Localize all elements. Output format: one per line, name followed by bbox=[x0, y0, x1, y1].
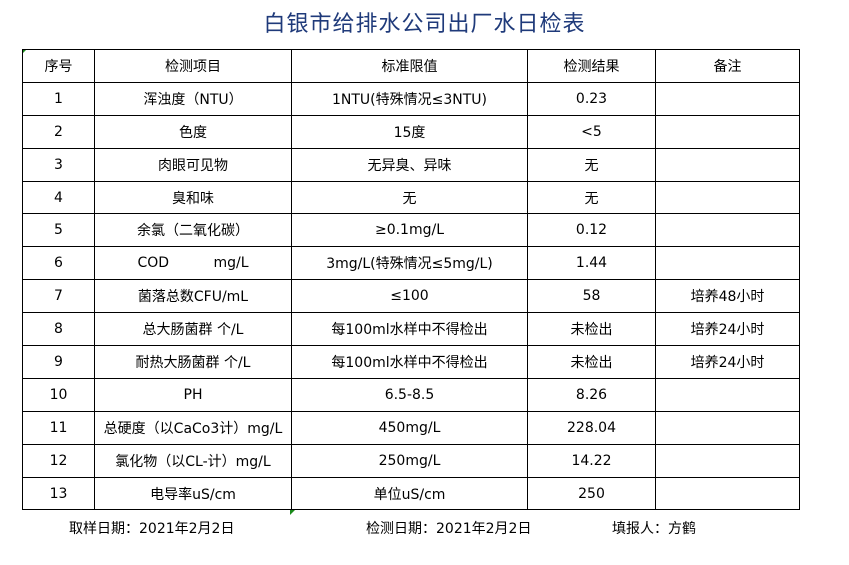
table-cell bbox=[655, 147, 800, 182]
table-cell: 7 bbox=[22, 279, 95, 314]
table-cell: 电导率uS/cm bbox=[94, 476, 292, 511]
table-cell bbox=[655, 443, 800, 478]
table-cell: 6.5-8.5 bbox=[291, 377, 528, 412]
table-cell: <5 bbox=[527, 114, 656, 149]
table-cell: 耐热大肠菌群 个/L bbox=[94, 345, 292, 379]
table-cell: 培养24小时 bbox=[655, 312, 800, 347]
table-cell: 无 bbox=[527, 180, 656, 215]
table-row: 5 余氯（二氧化碳） ≥0.1mg/L 0.12 bbox=[22, 213, 800, 248]
table-cell: 总大肠菌群 个/L bbox=[94, 312, 292, 347]
table-row: 13 电导率uS/cm 单位uS/cm 250 bbox=[22, 476, 800, 511]
table-cell: 3mg/L(特殊情况≤5mg/L) bbox=[291, 246, 528, 281]
table-cell: 未检出 bbox=[527, 345, 656, 379]
table-cell: 总硬度（以CaCo3计）mg/L bbox=[94, 410, 292, 445]
table-cell: 培养24小时 bbox=[655, 345, 800, 379]
table-cell: 12 bbox=[22, 443, 95, 478]
table-cell: 无 bbox=[527, 147, 656, 182]
testing-date: 检测日期：2021年2月2日 bbox=[366, 521, 532, 537]
inspection-table: 序号 检测项目 标准限值 检测结果 备注 1 浑浊度（NTU） 1NTU(特殊情况≤3NTU… bbox=[22, 49, 800, 511]
table-cell bbox=[655, 246, 800, 281]
table-cell: 色度 bbox=[94, 114, 292, 149]
table-cell: 250 bbox=[527, 476, 656, 511]
table-row: 10 PH 6.5-8.5 8.26 bbox=[22, 377, 800, 412]
table-cell: 臭和味 bbox=[94, 180, 292, 215]
table-header-row: 序号 检测项目 标准限值 检测结果 备注 bbox=[22, 49, 800, 83]
column-header: 备注 bbox=[655, 49, 800, 83]
table-cell: 10 bbox=[22, 377, 95, 412]
table-cell: 3 bbox=[22, 147, 95, 182]
table-cell: 15度 bbox=[291, 114, 528, 149]
column-header: 检测结果 bbox=[527, 49, 656, 83]
column-header: 标准限值 bbox=[291, 49, 528, 83]
table-cell: 0.12 bbox=[527, 213, 656, 248]
table-cell: 无 bbox=[291, 180, 528, 215]
column-header: 序号 bbox=[22, 49, 95, 83]
table-cell bbox=[655, 377, 800, 412]
cell-marker bbox=[290, 510, 295, 515]
table-cell: 0.23 bbox=[527, 81, 656, 116]
table-cell bbox=[655, 476, 800, 511]
table-cell: 每100ml水样中不得检出 bbox=[291, 345, 528, 379]
table-row: 7 菌落总数CFU/mL ≤100 58 培养48小时 bbox=[22, 279, 800, 314]
table-cell: 肉眼可见物 bbox=[94, 147, 292, 182]
table-cell: 8 bbox=[22, 312, 95, 347]
table-row: 8 总大肠菌群 个/L 每100ml水样中不得检出 未检出 培养24小时 bbox=[22, 312, 800, 347]
table-row: 2 色度 15度 <5 bbox=[22, 114, 800, 149]
table-cell: 1NTU(特殊情况≤3NTU) bbox=[291, 81, 528, 116]
table-cell bbox=[655, 410, 800, 445]
table-cell: 58 bbox=[527, 279, 656, 314]
table-row: 6 COD mg/L 3mg/L(特殊情况≤5mg/L) 1.44 bbox=[22, 246, 800, 281]
table-cell: 13 bbox=[22, 476, 95, 511]
table-cell: 14.22 bbox=[527, 443, 656, 478]
reporter: 填报人：方鹤 bbox=[612, 521, 696, 537]
table-cell: 450mg/L bbox=[291, 410, 528, 445]
table-cell: 培养48小时 bbox=[655, 279, 800, 314]
table-cell: COD mg/L bbox=[94, 246, 292, 281]
table-cell: ≤100 bbox=[291, 279, 528, 314]
table-cell: 未检出 bbox=[527, 312, 656, 347]
page-title: 白银市给排水公司出厂水日检表 bbox=[263, 12, 586, 37]
table-cell: 菌落总数CFU/mL bbox=[94, 279, 292, 314]
table-cell bbox=[655, 180, 800, 215]
sampling-date: 取样日期：2021年2月2日 bbox=[69, 521, 235, 537]
table-row: 1 浑浊度（NTU） 1NTU(特殊情况≤3NTU) 0.23 bbox=[22, 81, 800, 116]
table-cell: 单位uS/cm bbox=[291, 476, 528, 511]
table-cell: 1 bbox=[22, 81, 95, 116]
table-row: 12 氯化物（以CL-计）mg/L 250mg/L 14.22 bbox=[22, 443, 800, 478]
table-cell: 228.04 bbox=[527, 410, 656, 445]
table-cell: 每100ml水样中不得检出 bbox=[291, 312, 528, 347]
table-row: 3 肉眼可见物 无异臭、异味无 bbox=[22, 147, 800, 182]
table-row: 11 总硬度（以CaCo3计）mg/L 450mg/L 228.04 bbox=[22, 410, 800, 445]
table-cell bbox=[655, 213, 800, 248]
table-cell: 2 bbox=[22, 114, 95, 149]
table-cell: ≥0.1mg/L bbox=[291, 213, 528, 248]
table-cell: 氯化物（以CL-计）mg/L bbox=[94, 443, 292, 478]
table-cell: 余氯（二氧化碳） bbox=[94, 213, 292, 248]
table-row: 9 耐热大肠菌群 个/L 每100ml水样中不得检出 未检出 培养24小时 bbox=[22, 345, 800, 379]
table-cell: 8.26 bbox=[527, 377, 656, 412]
table-cell: 11 bbox=[22, 410, 95, 445]
table-cell: 4 bbox=[22, 180, 95, 215]
column-header: 检测项目 bbox=[94, 49, 292, 83]
table-cell: 250mg/L bbox=[291, 443, 528, 478]
table-cell: 9 bbox=[22, 345, 95, 379]
table-cell: 6 bbox=[22, 246, 95, 281]
table-cell bbox=[655, 81, 800, 116]
table-cell: 无异臭、异味 bbox=[291, 147, 528, 182]
table-cell: 1.44 bbox=[527, 246, 656, 281]
table-cell: PH bbox=[94, 377, 292, 412]
table-cell bbox=[655, 114, 800, 149]
table-cell: 5 bbox=[22, 213, 95, 248]
table-cell: 浑浊度（NTU） bbox=[94, 81, 292, 116]
table-row: 4 臭和味无无 bbox=[22, 180, 800, 215]
